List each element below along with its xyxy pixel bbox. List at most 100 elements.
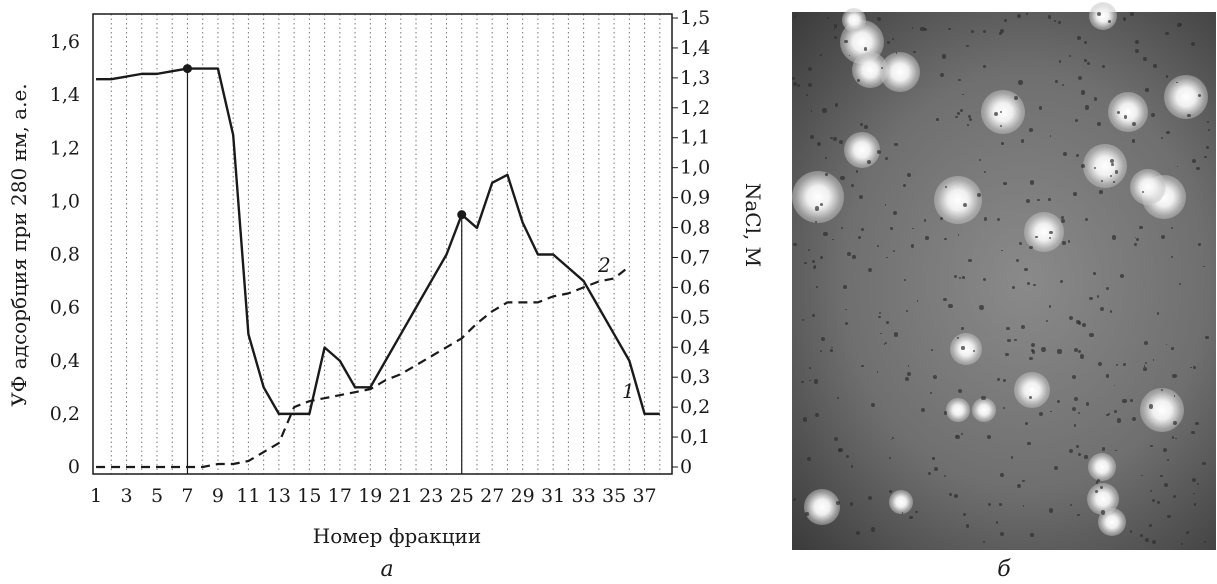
dark-speck <box>904 279 906 282</box>
dark-speck <box>1170 255 1174 258</box>
dark-speck <box>1048 305 1051 308</box>
dark-speck <box>1111 235 1117 240</box>
dark-speck <box>878 315 881 319</box>
dark-speck <box>1016 13 1021 18</box>
dark-speck <box>1101 447 1106 451</box>
dark-speck <box>1019 241 1023 245</box>
dark-speck <box>1179 22 1183 27</box>
dark-speck <box>809 379 811 382</box>
dark-speck <box>844 39 848 44</box>
dark-speck <box>913 50 916 54</box>
dark-speck <box>1075 444 1079 448</box>
panel-label-b: б <box>997 557 1011 582</box>
dark-speck <box>924 28 927 31</box>
dark-speck <box>987 502 992 507</box>
dark-speck <box>1101 510 1106 515</box>
dark-speck <box>1010 456 1014 459</box>
y-left-tick-label: 1,2 <box>50 137 80 159</box>
dark-speck <box>1195 421 1199 426</box>
dark-speck <box>1084 455 1088 459</box>
dark-speck <box>945 185 948 188</box>
series-lines <box>96 64 660 474</box>
dark-speck <box>955 116 958 119</box>
dark-speck <box>879 312 882 315</box>
dark-speck <box>1027 441 1031 446</box>
dark-speck <box>1193 366 1196 369</box>
dark-speck <box>1029 533 1034 538</box>
dark-speck <box>1109 310 1113 313</box>
dark-speck <box>1078 350 1082 354</box>
dark-speck <box>1099 190 1103 194</box>
dark-speck <box>906 310 908 312</box>
dark-speck <box>948 27 951 31</box>
dark-speck <box>1084 105 1089 110</box>
dark-speck <box>1164 482 1169 488</box>
dark-speck <box>993 111 998 116</box>
x-tick-label: 13 <box>267 485 291 507</box>
dark-speck <box>1156 311 1160 315</box>
dark-speck <box>1014 338 1017 342</box>
dark-speck <box>886 41 890 45</box>
dark-speck <box>1124 115 1128 119</box>
bright-particle <box>842 8 866 32</box>
dark-speck <box>1130 12 1134 16</box>
dark-speck <box>868 495 872 500</box>
dark-speck <box>1061 84 1064 87</box>
dark-speck <box>1176 81 1178 84</box>
dark-speck <box>844 322 848 326</box>
dark-speck <box>1166 130 1170 135</box>
dark-speck <box>995 521 999 525</box>
dark-speck <box>893 211 898 216</box>
series-line-2 <box>96 265 631 469</box>
dark-speck <box>1151 498 1155 503</box>
dark-speck <box>858 194 863 200</box>
dark-speck <box>1131 416 1136 421</box>
dark-speck <box>1149 490 1153 493</box>
dark-speck <box>1101 64 1106 69</box>
dark-speck <box>1031 350 1036 354</box>
dark-speck <box>895 52 898 54</box>
dark-speck <box>1047 15 1052 19</box>
dark-speck <box>1192 478 1197 483</box>
dark-speck <box>792 77 796 80</box>
dark-speck <box>811 313 815 317</box>
dark-speck <box>811 260 815 263</box>
dark-speck <box>894 332 899 337</box>
dark-speck <box>861 227 865 231</box>
dark-speck <box>852 255 856 259</box>
dark-speck <box>1094 489 1098 494</box>
dark-speck <box>1081 323 1086 328</box>
dark-speck <box>793 497 797 501</box>
dark-speck <box>1160 388 1164 392</box>
y-right-tick-label: 0,7 <box>680 246 710 268</box>
dark-speck <box>1122 398 1127 403</box>
dark-speck <box>1004 352 1009 357</box>
dark-speck <box>1048 236 1052 240</box>
dark-speck <box>891 38 894 41</box>
dark-speck <box>1099 306 1105 311</box>
dark-speck <box>1003 378 1007 382</box>
dark-speck <box>1020 139 1025 143</box>
dark-speck <box>1134 243 1138 247</box>
dark-speck <box>834 24 838 28</box>
dark-speck <box>820 202 824 207</box>
dark-speck <box>879 332 882 335</box>
dark-speck <box>953 494 958 499</box>
y-right-tick-label: 0,9 <box>680 187 710 209</box>
dark-speck <box>814 206 820 211</box>
dark-speck <box>1057 20 1061 25</box>
x-tick-label: 15 <box>297 485 321 507</box>
dark-speck <box>1069 503 1073 507</box>
dark-speck <box>870 527 875 532</box>
dark-speck <box>1143 365 1146 367</box>
dark-speck <box>843 284 848 289</box>
dark-speck <box>923 219 927 222</box>
dark-speck <box>1191 430 1195 435</box>
dark-speck <box>1000 29 1004 34</box>
dark-speck <box>1116 418 1122 423</box>
dark-speck <box>1084 218 1088 222</box>
dark-speck <box>966 44 969 48</box>
panel-label-a: а <box>380 557 393 582</box>
dark-speck <box>1041 347 1046 352</box>
